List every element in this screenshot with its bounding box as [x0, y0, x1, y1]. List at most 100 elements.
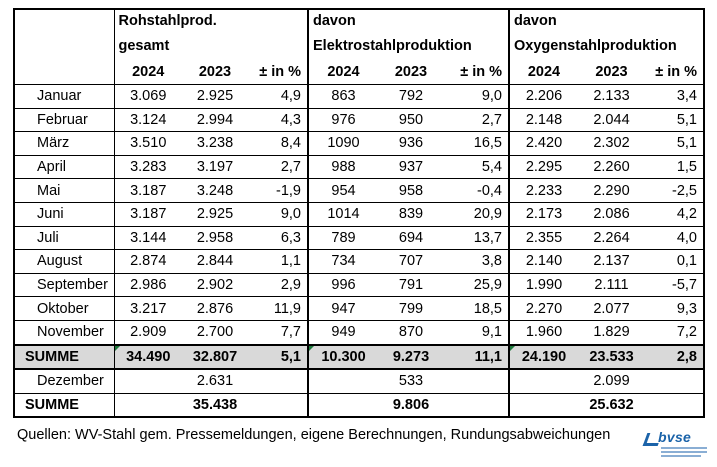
table-cell: [307, 369, 378, 394]
table-cell: 2.137: [578, 249, 645, 274]
table-cell: 996: [307, 273, 378, 298]
table-cell: 4,2: [645, 202, 705, 227]
table-cell: 34.490: [113, 343, 182, 371]
table-cell: 6,3: [248, 226, 308, 251]
table-cell: 2.420: [508, 131, 578, 156]
table-cell: 2.148: [508, 108, 578, 133]
steel-production-table: Rohstahlprod. davon davon gesamt Elektro…: [13, 8, 705, 419]
header-row-2: gesamt Elektrostahlproduktion Oxygenstah…: [14, 35, 705, 60]
table-cell: 24.190: [508, 343, 578, 371]
table-cell: 2.986: [113, 273, 182, 298]
table-cell: 9,0: [444, 84, 509, 109]
table-cell: 9,0: [248, 202, 308, 227]
table-cell: 2.909: [113, 320, 182, 346]
group-subtitle-electric: Elektrostahlproduktion: [307, 35, 509, 60]
table-cell: 3.248: [182, 178, 248, 203]
table-cell: 694: [378, 226, 444, 251]
row-label: Juli: [13, 226, 114, 251]
corner-cell: [13, 8, 114, 60]
total-sum-row: SUMME 35.438 9.806 25.632: [13, 393, 705, 419]
table-cell: 4,0: [645, 226, 705, 251]
row-label: November: [13, 320, 114, 346]
table-row: Februar 3.124 2.994 4,3 976 950 2,7 2.148 2.044 5…: [13, 108, 705, 133]
table-row: August 2.874 2.844 1,1 734 707 3,8 2.140 2.137 0,…: [13, 249, 705, 274]
row-label: SUMME: [13, 393, 114, 419]
table-cell: 1014: [307, 202, 378, 227]
table-cell: 11,9: [248, 296, 308, 321]
table-cell: 25,9: [444, 273, 509, 298]
table-cell: 3.238: [182, 131, 248, 156]
table-cell: 9,3: [645, 296, 705, 321]
table-cell: 7,2: [645, 320, 705, 346]
table-cell: 2.140: [508, 249, 578, 274]
table-cell: 5,4: [444, 155, 509, 180]
table-cell: 2.302: [578, 131, 645, 156]
table-cell: 3,4: [645, 84, 705, 109]
table-cell: [444, 393, 509, 419]
row-label: Dezember: [13, 369, 114, 394]
table-cell: 799: [378, 296, 444, 321]
table-cell: [113, 369, 182, 394]
table-row: September 2.986 2.902 2,9 996 791 25,9 1.990 2.1…: [13, 273, 705, 298]
table-cell: 3.124: [113, 108, 182, 133]
table-cell: 2.206: [508, 84, 578, 109]
group-title-oxygen: davon: [508, 8, 705, 35]
table-cell: 25.632: [578, 393, 645, 419]
table-row: Oktober 3.217 2.876 11,9 947 799 18,5 2.270 2.07…: [13, 296, 705, 321]
table-cell: 2.700: [182, 320, 248, 346]
table-cell: 9.806: [378, 393, 444, 419]
table-cell: 2.077: [578, 296, 645, 321]
source-note: Quellen: WV-Stahl gem. Pressemeldungen, …: [17, 427, 611, 443]
table-cell: 23.533: [578, 343, 645, 371]
table-cell: [444, 369, 509, 394]
table-cell: 0,1: [645, 249, 705, 274]
table-cell: 2.099: [578, 369, 645, 394]
table-cell: 988: [307, 155, 378, 180]
table-cell: [248, 393, 308, 419]
table-cell: 3.510: [113, 131, 182, 156]
table-cell: 5,1: [248, 343, 308, 371]
table-cell: 839: [378, 202, 444, 227]
table-cell: 789: [307, 226, 378, 251]
table-cell: 32.807: [182, 343, 248, 371]
table-cell: 2.290: [578, 178, 645, 203]
table-cell: 2.876: [182, 296, 248, 321]
table-cell: 863: [307, 84, 378, 109]
table-row: Juli 3.144 2.958 6,3 789 694 13,7 2.355 2.264 4,0: [13, 226, 705, 251]
table-cell: 16,5: [444, 131, 509, 156]
table-cell: 2.270: [508, 296, 578, 321]
table-cell: [113, 393, 182, 419]
group-subtitle-oxygen: Oxygenstahlproduktion: [508, 35, 705, 60]
bvse-logo: bvse: [642, 429, 709, 463]
table-cell: 3.197: [182, 155, 248, 180]
table-cell: 2.233: [508, 178, 578, 203]
row-label: September: [13, 273, 114, 298]
table-cell: 18,5: [444, 296, 509, 321]
logo-text: bvse: [658, 429, 692, 445]
group-title-total: Rohstahlprod.: [113, 8, 308, 35]
group-title-electric: davon: [307, 8, 509, 35]
table-cell: 3.144: [113, 226, 182, 251]
year-previous: 2023: [578, 60, 645, 85]
table-cell: 5,1: [645, 108, 705, 133]
table-cell: 2.925: [182, 84, 248, 109]
table-cell: 2.631: [182, 369, 248, 394]
row-label: Februar: [13, 108, 114, 133]
table-cell: 4,9: [248, 84, 308, 109]
table-cell: 947: [307, 296, 378, 321]
table-cell: [248, 369, 308, 394]
header-row-1: Rohstahlprod. davon davon: [13, 8, 705, 60]
table-cell: 2,7: [444, 108, 509, 133]
table-row: Mai 3.187 3.248 -1,9 954 958 -0,4 2.233 2.290 -2,…: [13, 178, 705, 203]
row-label: April: [13, 155, 114, 180]
table-cell: 8,4: [248, 131, 308, 156]
row-label: Januar: [13, 84, 114, 109]
table-cell: 2.994: [182, 108, 248, 133]
pct-header: ± in %: [444, 60, 509, 85]
table-cell: 20,9: [444, 202, 509, 227]
table-cell: 791: [378, 273, 444, 298]
table-cell: 11,1: [444, 343, 509, 371]
table-cell: -1,9: [248, 178, 308, 203]
table-cell: 3.187: [113, 202, 182, 227]
table-cell: 2.902: [182, 273, 248, 298]
